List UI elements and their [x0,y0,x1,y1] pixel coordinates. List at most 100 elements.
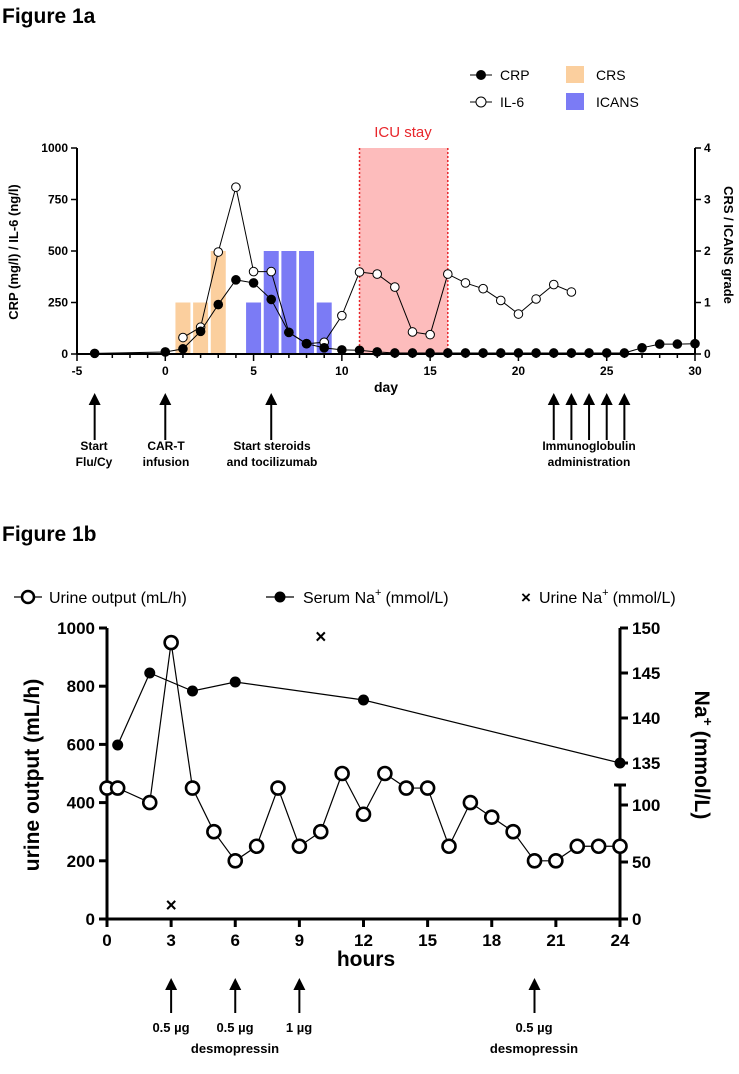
il-6-point [390,282,400,292]
serum-na-mmol-l-point [144,667,156,679]
crp-point [390,348,400,358]
legend-il6-label: IL-6 [500,94,524,110]
serum-na-mmol-l-line [117,672,621,764]
fig1a-ylabel: CRP (mg/l) / IL-6 (ng/l) [6,184,21,320]
x-tick-label: 25 [600,364,614,378]
arrow-day-head [159,393,172,405]
urine-output-ml-h-point [548,852,564,869]
serum-na-mmol-l-point [112,739,124,751]
arrow-day-head [565,393,578,405]
x-tick-label: 18 [482,931,501,950]
urine-output-ml-h-point [569,838,586,855]
urine-output-ml-h-point [441,838,457,855]
il-6-point [266,266,277,277]
fig1b-y2label-sup: + [700,718,716,726]
legend-serum-na-marker [274,591,286,603]
urine-output-ml-h-point [270,780,286,796]
urine-output-ml-h-point [141,794,158,811]
serum-na-mmol-l-point [614,757,626,769]
il-6-point [513,309,524,319]
y2-tick-label: 3 [704,193,711,207]
x-tick-label: 0 [162,364,169,378]
crp-point [337,345,347,355]
crp-point [690,338,700,349]
fig1b-xlabel: hours [337,948,395,971]
x-tick-label: 20 [512,364,526,378]
y2-tick-label: 2 [704,244,711,258]
crp-point [266,294,277,305]
y-tick-label: 250 [48,296,68,310]
y2-tick-label: 0 [704,347,711,361]
arrow-day-head [547,393,560,405]
crp-point [495,348,506,358]
arrow-day-head [618,393,631,405]
urine-output-ml-h-point [206,823,222,840]
fig1a-icu-label: ICU stay [374,124,432,141]
annot-ig-1: Immunoglobulin [542,439,635,453]
il-6-point [248,266,259,277]
serum-na-mmol-l-point [229,676,241,688]
annot-dose-20h: 0.5 µg [515,1020,552,1035]
crp-point [178,344,188,354]
fig1b-y2label-na: Na [690,691,713,718]
crp-point [584,348,594,358]
y2-tick-label: 50 [632,853,651,872]
annot-desmopressin-1: desmopressin [191,1041,279,1056]
arrow-hour-head [293,978,306,990]
crp-point [319,343,330,353]
y-tick-label: 800 [67,677,95,696]
fig1b-y2label: Na+ (mmol/L) [690,691,716,820]
legend-urine-na-marker: × [521,588,531,607]
il-6-point [495,295,506,306]
urine-output-ml-h-point [227,852,244,869]
x-tick-label: 3 [166,931,175,950]
urine-output-ml-h-point [462,794,479,811]
urine-output-ml-h-point [526,852,543,869]
annot-steroids-2: and tocilizumab [227,455,318,469]
annot-cart-1: CAR-T [147,439,185,453]
urine-output-ml-h-point [184,780,201,796]
crp-point [231,275,241,285]
y2-tick-label: 4 [704,141,711,155]
serum-na-mmol-l-point [187,685,198,697]
il-6-point [548,279,559,290]
x-tick-label: 0 [102,931,111,950]
urine-output-ml-h-point [483,809,500,825]
fig1a-xlabel: day [374,379,398,395]
il-6-point [231,182,241,192]
legend-urine-na-sup: + [602,587,608,599]
y-tick-label: 750 [48,193,68,207]
crp-point [160,347,171,357]
fig1b-plot: 0 3 6 9 12 15 18 21 2402004006008001000135140145… [57,619,660,1013]
legend-urine-output-label: Urine output (mL/h) [49,590,187,607]
urine-output-ml-h-line [107,642,620,862]
crp-point [301,338,312,349]
x-tick-label: 15 [418,931,437,950]
legend-crp-label: CRP [500,67,530,83]
y-tick-label: 400 [67,794,95,813]
y-tick-label: 500 [48,244,68,258]
il-6-point [478,283,488,294]
fig1b-ylabel: urine output (mL/h) [21,679,44,871]
crp-point [354,345,365,356]
y2-tick-label: 1 [704,296,711,310]
il-6-point [443,269,453,279]
crp-point [372,347,382,357]
crp-point [248,278,259,288]
y2-tick-label: 135 [632,754,660,773]
x-tick-label: 5 [250,364,257,378]
y2-tick-label: 0 [632,910,641,929]
urine-output-ml-h-point [590,838,607,855]
crp-point [619,348,630,358]
urine-output-ml-h-point [355,806,372,823]
legend-urine-na-unit: (mmol/L) [613,590,676,607]
il-6-point [460,278,471,288]
urine-output-ml-h-point [334,765,350,782]
crp-point [531,348,541,358]
annot-ig-2: administration [548,455,631,469]
fig1a-legend: CRP IL-6 CRS ICANS [470,66,639,110]
crp-point [637,343,647,353]
y-tick-label: 1000 [41,141,68,155]
annot-flucy-1: Start [80,439,107,453]
